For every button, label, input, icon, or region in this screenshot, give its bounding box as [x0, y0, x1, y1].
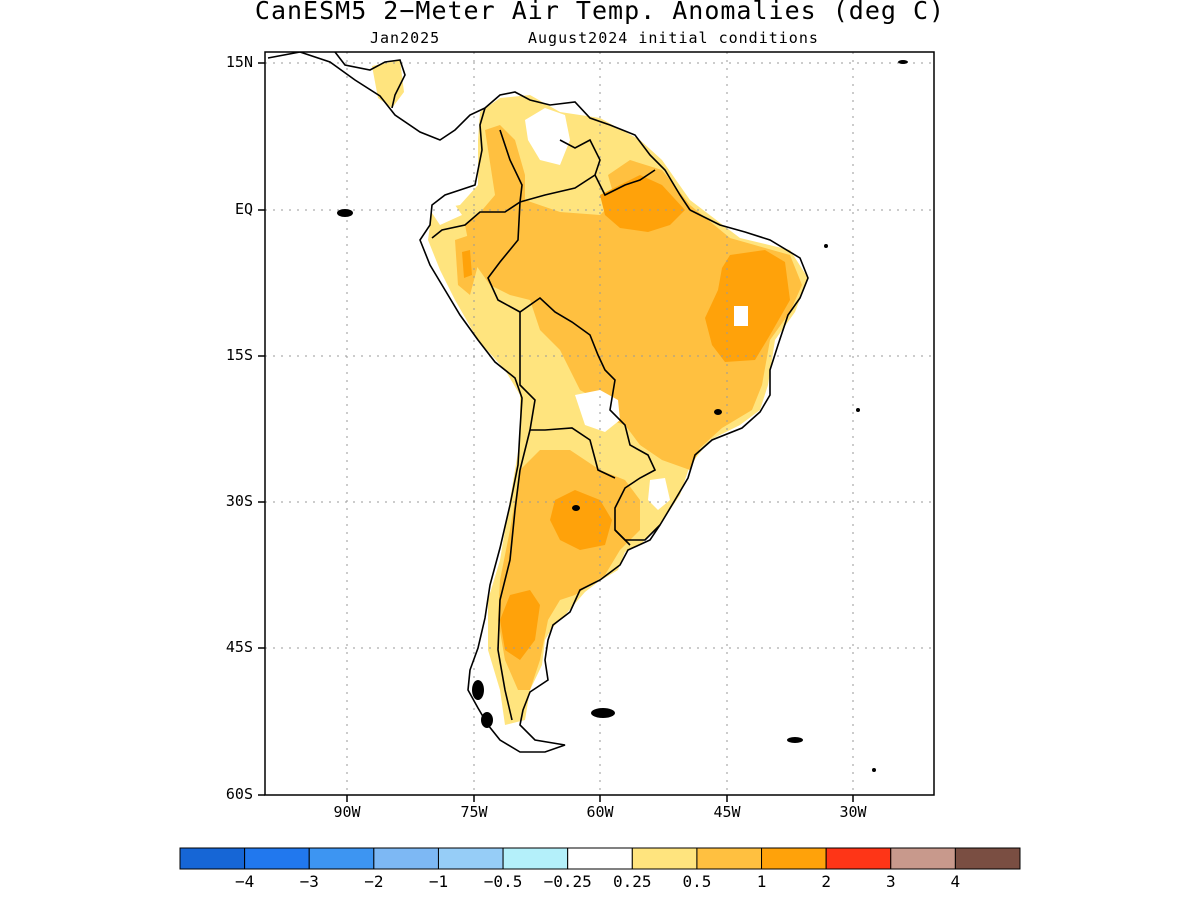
colorbar-tick-label: −0.5: [483, 872, 523, 891]
initial-conditions-label: August2024 initial conditions: [528, 29, 819, 47]
anomaly-shading: [372, 60, 808, 725]
neutral-region: [648, 478, 670, 510]
colorbar-swatch: [825, 847, 892, 870]
colorbar-tick-label: −2: [364, 872, 384, 891]
strong-anomaly-region: [550, 490, 612, 550]
country-borders: [487, 201, 657, 546]
country-borders: [519, 312, 616, 479]
lat-label: EQ: [234, 200, 253, 218]
colorbar-swatch: [696, 847, 763, 870]
colorbar-swatch: [631, 847, 698, 870]
strong-anomaly-region: [462, 250, 472, 278]
colorbar-swatch: [761, 847, 827, 870]
neutral-region: [525, 108, 570, 165]
colorbar-swatch: [502, 847, 569, 870]
colorbar-swatch: [890, 847, 956, 870]
lon-label: 90W: [333, 803, 361, 821]
country-borders: [497, 429, 531, 721]
lat-label: 15S: [225, 346, 253, 364]
lat-label: 15N: [225, 53, 253, 71]
neutral-region: [734, 306, 748, 326]
neutral-region: [575, 390, 620, 432]
map-title: CanESM5 2−Meter Air Temp. Anomalies (deg…: [254, 0, 946, 25]
colorbar-tick-label: −1: [428, 872, 449, 891]
colorbar-swatch: [308, 847, 375, 870]
country-borders: [431, 129, 523, 239]
country-borders: [519, 138, 601, 203]
colorbar-swatch: [567, 847, 633, 870]
central-america-coast: [267, 52, 486, 141]
neutral-region: [430, 205, 462, 225]
colorbar-tick-label: −3: [299, 872, 319, 891]
lon-label: 75W: [460, 803, 488, 821]
colorbar-tick-label: −4: [234, 872, 255, 891]
colorbar-swatch: [373, 847, 439, 870]
central-america-coast: [334, 52, 406, 109]
colorbar-swatch: [179, 847, 246, 870]
strong-anomaly-region: [500, 590, 540, 660]
south-america-coast: [419, 107, 809, 753]
axis-ticks: [258, 62, 854, 802]
coastlines: [267, 52, 809, 753]
colorbar-swatch: [437, 847, 504, 870]
country-borders: [614, 524, 661, 541]
lon-label: 45W: [713, 803, 741, 821]
lat-label: 45S: [225, 638, 253, 656]
colorbar-tick-label: 1: [756, 872, 767, 891]
colorbar-tick-label: 0.25: [613, 872, 652, 891]
caribbean-coast: [484, 91, 691, 211]
colorbar-tick-label: 3: [885, 872, 896, 891]
lon-label: 60W: [586, 803, 614, 821]
lat-label: 60S: [225, 785, 253, 803]
colorbar-tick-label: 0.5: [682, 872, 712, 891]
colorbar-tick-label: −0.25: [543, 872, 592, 891]
valid-month-label: Jan2025: [370, 29, 441, 47]
colorbar: [179, 847, 1021, 870]
strong-anomaly-region: [600, 175, 685, 232]
colorbar-tick-label: 2: [821, 872, 831, 891]
lon-label: 30W: [839, 803, 867, 821]
country-borders: [594, 169, 656, 197]
lat-label: 30S: [225, 492, 253, 510]
islands: [337, 60, 908, 772]
moderate-anomaly-region: [465, 125, 802, 470]
colorbar-swatch: [244, 847, 310, 870]
colorbar-swatch: [954, 847, 1021, 870]
colorbar-tick-label: 4: [950, 872, 961, 891]
